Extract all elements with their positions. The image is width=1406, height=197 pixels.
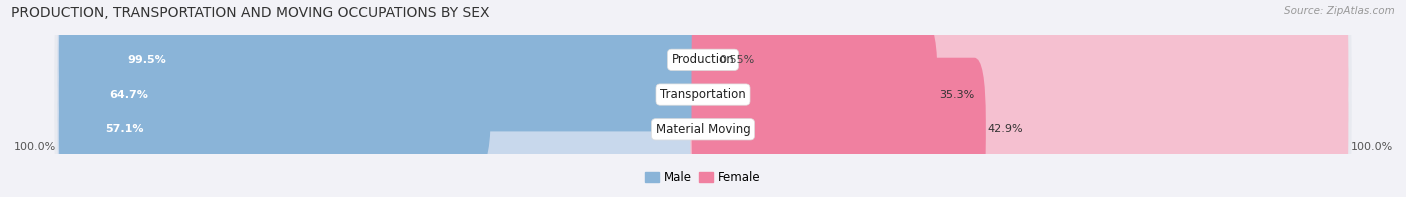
FancyBboxPatch shape [58,0,716,138]
Text: Material Moving: Material Moving [655,123,751,136]
FancyBboxPatch shape [55,33,1351,197]
Text: 99.5%: 99.5% [127,55,166,65]
FancyBboxPatch shape [59,0,711,131]
FancyBboxPatch shape [690,16,1348,173]
FancyBboxPatch shape [690,0,1348,138]
Text: PRODUCTION, TRANSPORTATION AND MOVING OCCUPATIONS BY SEX: PRODUCTION, TRANSPORTATION AND MOVING OC… [11,6,489,20]
FancyBboxPatch shape [58,16,716,173]
FancyBboxPatch shape [692,0,718,131]
FancyBboxPatch shape [59,23,491,166]
FancyBboxPatch shape [55,0,1351,191]
Legend: Male, Female: Male, Female [641,167,765,189]
Text: 0.55%: 0.55% [718,55,755,65]
Text: Production: Production [672,53,734,66]
Text: 100.0%: 100.0% [13,142,56,152]
Text: Source: ZipAtlas.com: Source: ZipAtlas.com [1284,6,1395,16]
FancyBboxPatch shape [59,58,443,197]
Text: Transportation: Transportation [661,88,745,101]
Text: 100.0%: 100.0% [1350,142,1392,152]
FancyBboxPatch shape [55,0,1351,156]
Text: 64.7%: 64.7% [110,90,148,99]
FancyBboxPatch shape [692,23,938,166]
FancyBboxPatch shape [692,58,986,197]
Text: 42.9%: 42.9% [987,124,1022,134]
Text: 35.3%: 35.3% [939,90,974,99]
Text: 57.1%: 57.1% [105,124,143,134]
FancyBboxPatch shape [690,51,1348,197]
FancyBboxPatch shape [58,51,716,197]
